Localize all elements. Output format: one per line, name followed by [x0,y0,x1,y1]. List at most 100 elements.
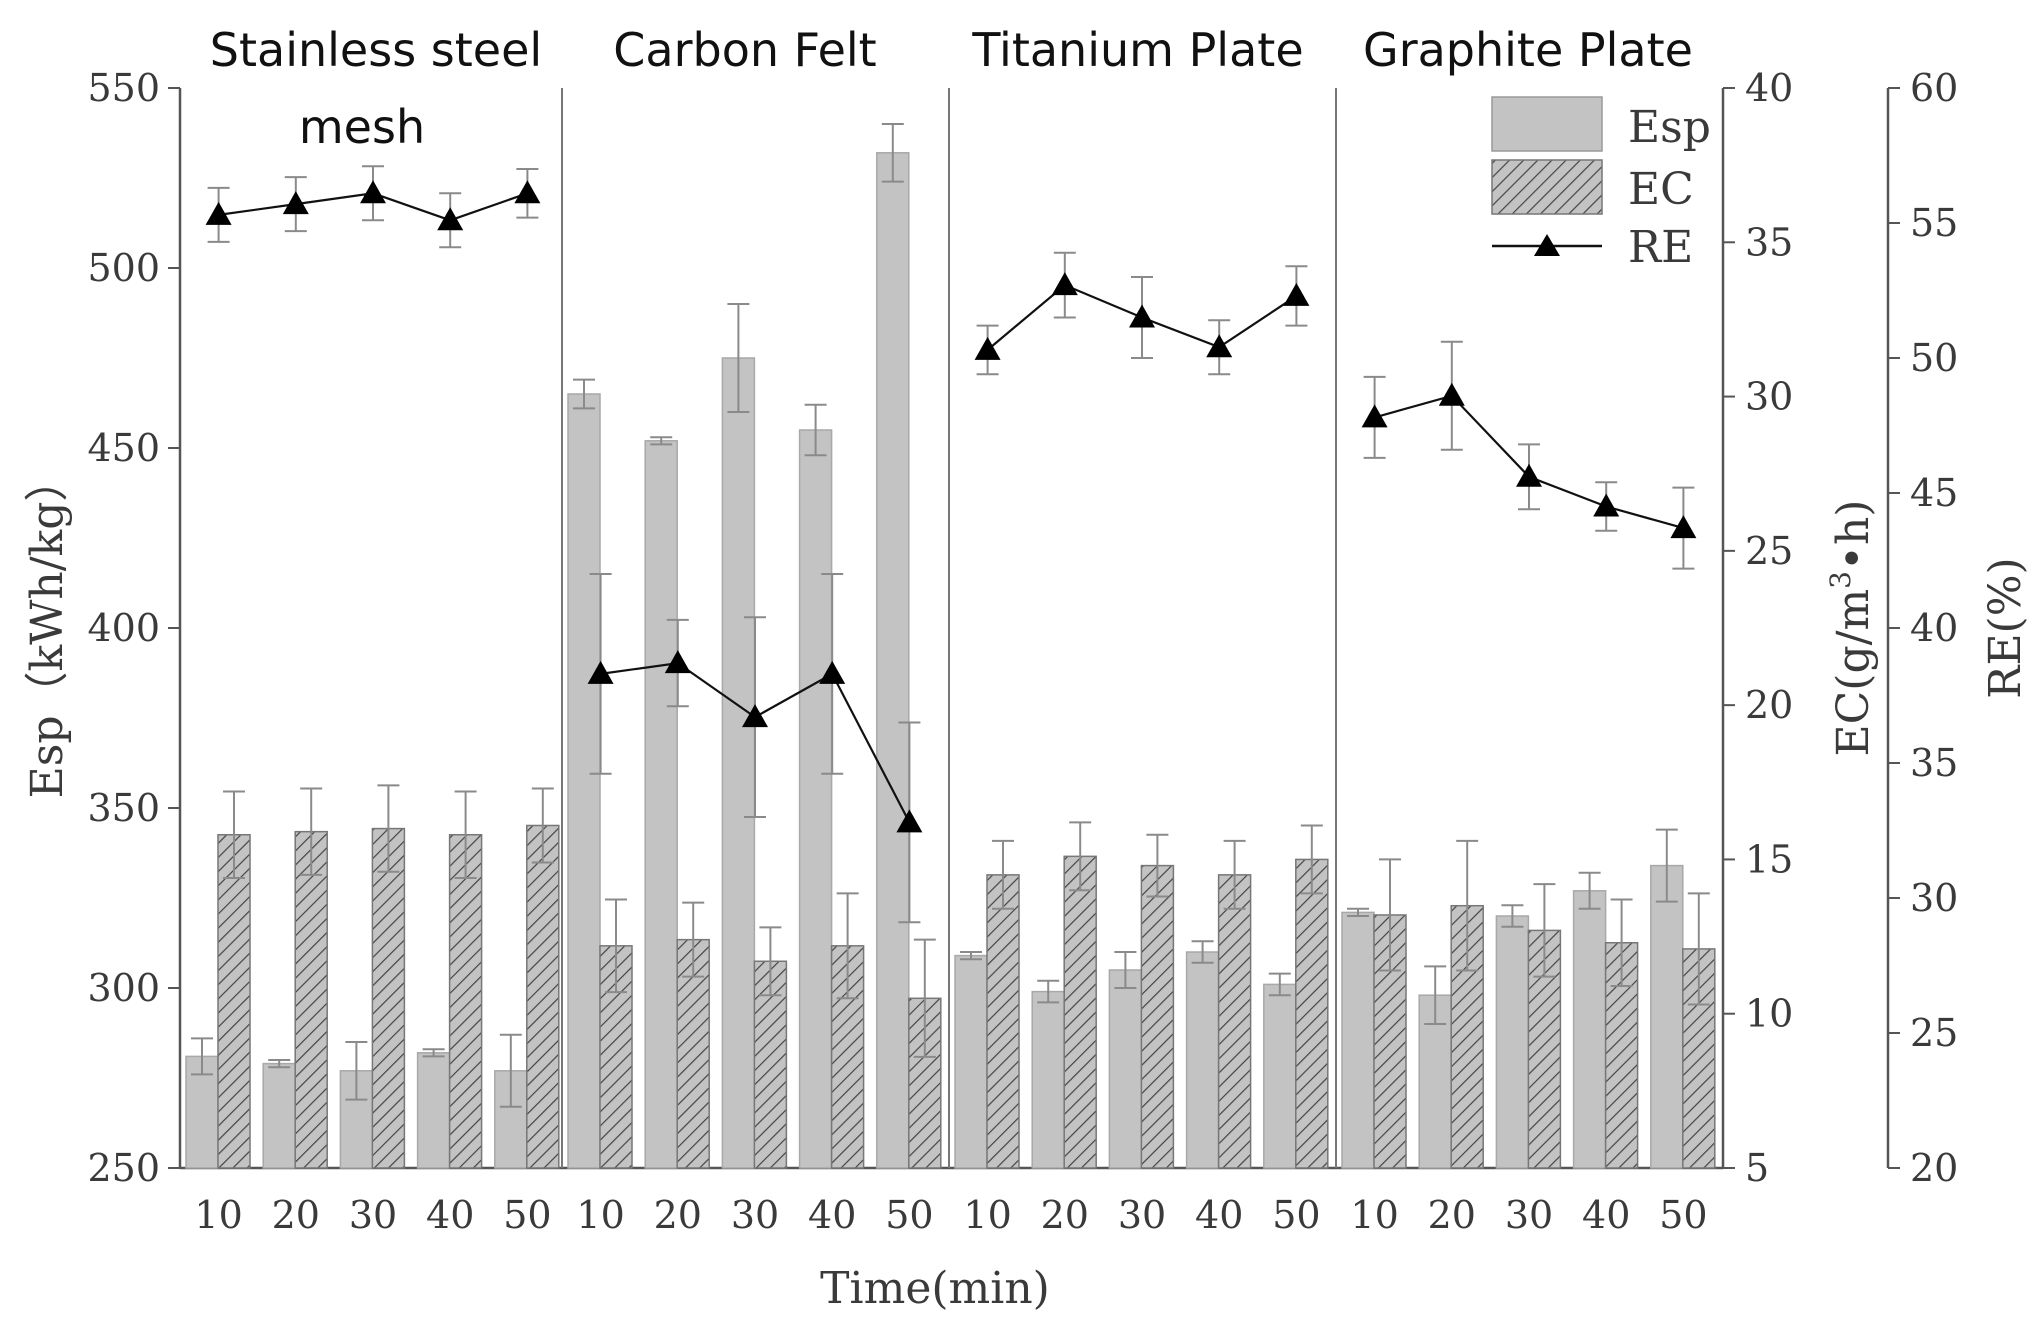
re-point [742,704,768,728]
middle-axis-tick-label: 40 [1745,66,1793,110]
esp-bar [1495,915,1530,1169]
middle-axis-tick-label: 20 [1745,683,1793,727]
bars-layer [185,123,1716,1169]
left-axis-tick-label: 550 [87,66,160,110]
x-axis-tick-label: 20 [1428,1193,1476,1237]
re-point [1361,404,1388,428]
x-axis-tick-label: 40 [1582,1193,1630,1237]
ec-bar [1063,855,1097,1169]
x-axis-tick-label: 30 [349,1193,397,1237]
ec-bar [986,874,1020,1169]
x-axis-tick-label: 10 [194,1193,242,1237]
x-axis-tick-label: 20 [654,1193,702,1237]
re-point [587,660,614,684]
re-point [896,809,923,833]
group-subtitle: mesh [299,100,425,154]
x-axis-tick-label: 40 [426,1193,474,1237]
esp-bar [1108,969,1143,1169]
x-axis-tick-label: 40 [1195,1193,1243,1237]
middle-axis-tick-label: 10 [1745,992,1793,1036]
left-axis-tick-label: 250 [87,1146,160,1190]
middle-axis-tick-label: 30 [1745,375,1793,419]
ec-bar [1217,874,1252,1169]
middle-axis-tick-label: 15 [1745,837,1793,881]
legend-swatch-esp [1491,96,1603,152]
right-axis-tick-label: 55 [1910,201,1958,245]
ec-bar [217,833,251,1169]
re-point [819,660,846,684]
re-point [360,180,386,204]
left-axis-tick-label: 300 [87,966,160,1010]
esp-bar [1185,951,1220,1169]
right-axis-title: RE(%) [1980,557,2031,698]
esp-bar [262,1062,296,1169]
ec-bar [294,830,328,1169]
esp-bar [1263,983,1297,1169]
re-point [974,336,1001,360]
x-axis-tick-label: 50 [885,1193,933,1237]
re-point [205,201,232,225]
esp-bar [721,357,756,1169]
re-line-layer [205,165,1697,924]
legend-label-esp: Esp [1628,102,1711,153]
x-axis-tick-label: 10 [963,1193,1011,1237]
esp-bar [1031,990,1065,1169]
esp-bar [1650,864,1684,1169]
x-axis-tick-label: 30 [731,1193,779,1237]
legend-label-ec: EC [1628,164,1694,215]
ticks-layer: 2503003504004505005505101520253035402025… [87,66,1958,1237]
left-axis-tick-label: 450 [87,426,160,470]
x-axis-tick-label: 20 [1041,1193,1089,1237]
group-title: Graphite Plate [1363,23,1693,77]
middle-axis-title-prefix: EC(g/m [1828,589,1879,757]
legend: Esp EC RE [1491,96,1711,273]
re-point [1283,282,1310,306]
ec-bar [526,824,560,1169]
left-axis-tick-label: 350 [87,786,160,830]
legend-marker-re [1534,234,1560,256]
esp-bar [416,1052,451,1169]
re-point [1206,334,1233,358]
legend-swatch-ec [1491,159,1603,215]
group-title: Titanium Plate [971,23,1303,77]
re-point [664,650,691,674]
group-title: Carbon Felt [613,23,876,77]
ec-bar [1140,864,1175,1169]
re-point [1670,515,1697,539]
right-axis-tick-label: 20 [1910,1146,1958,1190]
x-axis-tick-label: 20 [272,1193,320,1237]
x-axis-tick-label: 50 [503,1193,551,1237]
re-point [514,180,541,204]
esp-bar [1341,911,1375,1169]
re-point [437,207,464,231]
middle-axis-title-suffix: •h) [1828,500,1879,571]
x-axis-title: Time(min) [820,1263,1050,1314]
legend-label-re: RE [1628,222,1693,273]
right-axis-tick-label: 25 [1910,1011,1958,1055]
x-axis-tick-label: 10 [576,1193,624,1237]
x-axis-tick-label: 50 [1272,1193,1320,1237]
esp-bar [644,440,678,1169]
left-axis-tick-label: 500 [87,246,160,290]
re-point [282,191,309,215]
esp-bar [1572,890,1607,1169]
middle-axis-title-sup: 3 [1824,571,1857,589]
middle-axis-tick-label: 5 [1745,1146,1769,1190]
ec-bar [1295,858,1329,1169]
x-axis-tick-label: 30 [1505,1193,1553,1237]
right-axis-tick-label: 40 [1910,606,1958,650]
re-point [1051,272,1078,296]
esp-bar [954,954,988,1169]
x-axis-tick-label: 10 [1350,1193,1398,1237]
esp-bar [567,393,601,1169]
right-axis-tick-label: 45 [1910,471,1958,515]
right-axis-tick-label: 60 [1910,66,1958,110]
x-axis-tick-label: 50 [1659,1193,1707,1237]
middle-axis-title: EC(g/m3•h) [1824,500,1879,757]
esp-bar [876,152,910,1169]
left-axis-tick-label: 400 [87,606,160,650]
re-point [1593,493,1620,517]
re-point [1516,463,1542,487]
ec-bar [676,938,710,1169]
